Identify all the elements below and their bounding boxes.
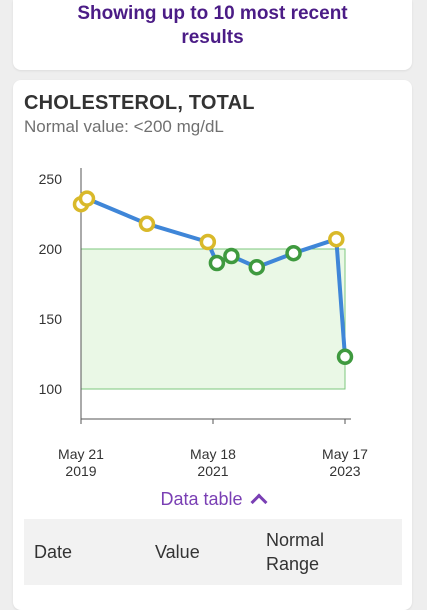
- data-point-high[interactable]: [199, 233, 217, 251]
- data-point-normal[interactable]: [336, 348, 354, 366]
- data-point-high[interactable]: [138, 215, 156, 233]
- header-value: Value: [155, 542, 200, 562]
- header-normal-range: Normal Range: [266, 530, 325, 574]
- data-point-normal[interactable]: [208, 254, 226, 272]
- normal-value-text: Normal value: <200 mg/dL: [24, 117, 224, 136]
- data-point-normal[interactable]: [285, 244, 302, 262]
- data-point-normal[interactable]: [248, 258, 266, 276]
- y-tick-label: 250: [39, 171, 63, 187]
- x-tick-year: 2019: [65, 463, 96, 479]
- data-table-toggle[interactable]: Data table: [13, 489, 412, 511]
- y-tick-label: 100: [39, 381, 63, 397]
- cholesterol-card: CHOLESTEROL, TOTAL Normal value: <200 mg…: [13, 80, 412, 610]
- x-tick-label: May 17: [322, 446, 368, 462]
- chevron-up-icon: [250, 493, 268, 511]
- data-table-header: Date Value Normal Range: [24, 519, 402, 585]
- x-tick-year: 2023: [329, 463, 360, 479]
- y-tick-label: 150: [39, 311, 63, 327]
- data-point-high[interactable]: [78, 190, 96, 207]
- x-tick-label: May 21: [58, 446, 104, 462]
- data-point-normal[interactable]: [223, 247, 240, 265]
- results-limit-notice: Showing up to 10 most recent results: [77, 3, 348, 48]
- x-tick-label: May 18: [190, 446, 236, 462]
- x-tick-year: 2021: [197, 463, 228, 479]
- results-limit-card: Showing up to 10 most recent results: [13, 0, 412, 70]
- test-title: CHOLESTEROL, TOTAL: [24, 92, 255, 114]
- header-date: Date: [34, 542, 73, 562]
- y-tick-label: 200: [39, 241, 63, 257]
- normal-range-band: [80, 248, 346, 390]
- data-table-toggle-label: Data table: [160, 489, 243, 509]
- data-point-high[interactable]: [328, 230, 345, 248]
